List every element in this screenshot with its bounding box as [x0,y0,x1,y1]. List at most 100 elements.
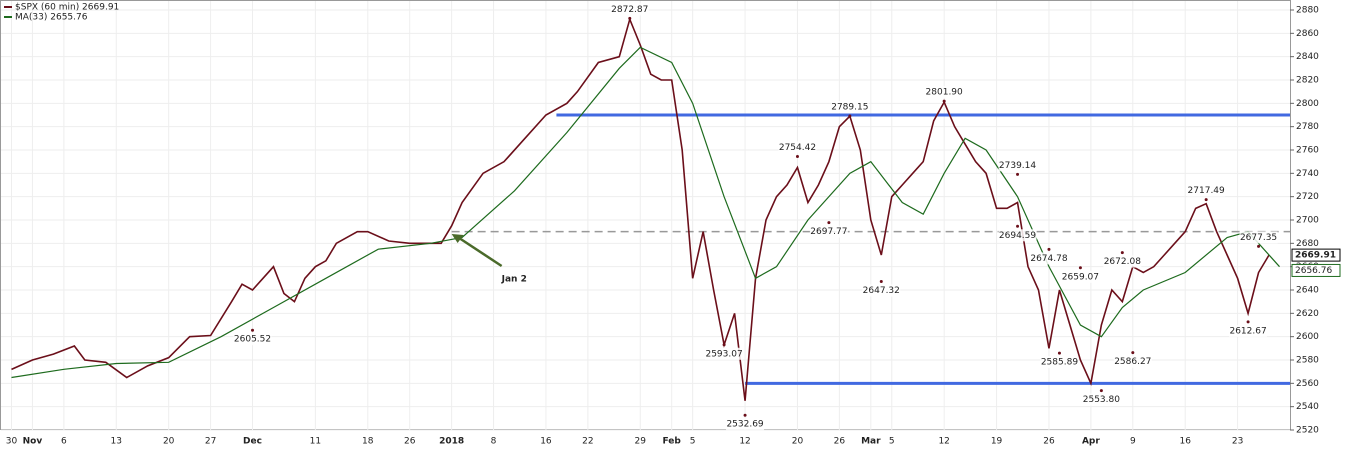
annotation-bg [998,229,1037,242]
y-tick-label: 2760 [1296,146,1319,156]
x-tick-label: 20 [163,437,175,447]
annotation-point [628,16,632,20]
annotation-point [1016,224,1020,228]
y-tick-label: 2520 [1296,426,1319,436]
annotation-point [1204,198,1208,202]
annotation-label: 2612.67 [1229,326,1266,336]
last-value-box [1291,248,1341,262]
annotation-bg [778,141,817,154]
annotation-label: 2659.07 [1062,272,1099,282]
x-tick-label: 20 [792,437,804,447]
annotation-point [1120,251,1124,255]
annotation-label: 2553.80 [1083,395,1120,405]
x-tick-label: 5 [889,437,895,447]
annotation-label: 2647.32 [863,286,900,296]
x-tick-label: 26 [1043,437,1055,447]
y-tick-label: 2540 [1296,402,1319,412]
y-tick-label: 2820 [1296,76,1319,86]
y-tick-label: 2600 [1296,332,1319,342]
x-tick-label: 22 [582,437,593,447]
x-tick-label: 8 [491,437,497,447]
callout-label: Jan 2 [501,275,527,285]
annotation-label: 2586.27 [1114,357,1151,367]
x-tick-label: 11 [310,437,321,447]
annotation-bg [1061,270,1100,283]
annotation-point [251,328,255,332]
x-tick-label: Feb [663,437,682,447]
annotation-bg [1029,252,1068,265]
annotation-bg [862,284,901,297]
x-tick-label: 26 [404,437,416,447]
annotation-point [722,343,726,347]
x-tick-label: 6 [61,437,67,447]
annotation-point [942,99,946,103]
y-tick-label: 2620 [1296,309,1319,319]
annotation-point [1057,351,1061,355]
annotation-label: 2739.14 [999,161,1036,171]
last-value-label: 2669.91 [1295,251,1336,261]
annotation-bg [1082,393,1121,406]
annotation-point [1078,266,1082,270]
annotation-label: 2672.08 [1104,257,1141,267]
annotation-label: 2754.42 [779,143,816,153]
plot-frame [0,0,1291,430]
x-tick-label: 29 [635,437,647,447]
x-tick-label: 9 [1130,437,1136,447]
x-tick-label: 5 [690,437,696,447]
x-tick-label: Apr [1082,437,1100,447]
annotation-point [743,413,747,417]
x-tick-label: Dec [243,437,262,447]
annotation-point [848,114,852,118]
callout-arrow [456,235,503,268]
y-tick-label: 2680 [1296,239,1319,249]
annotation-bg [998,159,1037,172]
x-tick-label: 19 [991,437,1003,447]
annotation-label: 2717.49 [1188,186,1225,196]
callout-arrowhead [451,234,464,243]
annotation-label: 2674.78 [1030,254,1067,264]
annotation-point [1016,172,1020,176]
y-tick-label: 2840 [1296,52,1319,62]
annotation-bg [1040,356,1079,369]
annotation-bg [1113,355,1152,368]
annotation-label: 2697.77 [810,227,847,237]
x-tick-label: 30 [6,437,18,447]
legend-label: MA(33) 2655.76 [15,13,88,23]
y-tick-label: 2720 [1296,192,1319,202]
series-line [11,46,1280,379]
annotation-bg [705,347,744,360]
annotation-bg [1103,255,1142,268]
annotation-label: 2532.69 [726,420,763,430]
annotation-label: 2872.87 [611,5,648,15]
annotation-point [1257,244,1261,248]
series-line [11,16,1270,401]
x-tick-label: 27 [205,437,216,447]
y-tick-label: 2800 [1296,99,1319,109]
x-tick-label: 26 [834,437,846,447]
annotation-bg [809,225,848,238]
annotation-label: 2694.59 [999,231,1036,241]
annotation-label: 2605.52 [234,335,271,345]
y-tick-label: 2700 [1296,216,1319,226]
annotation-point [827,221,831,225]
annotation-point [1047,247,1051,251]
annotation-label: 2789.15 [831,102,868,112]
y-tick-label: 2880 [1296,6,1319,16]
y-tick-label: 2740 [1296,169,1319,179]
annotation-label: 2585.89 [1041,358,1078,368]
x-tick-label: Mar [861,437,881,447]
legend-label: $SPX (60 min) 2669.91 [15,3,119,13]
annotation-bg [233,333,272,346]
annotation-bg [1187,184,1226,197]
annotation-point [1246,320,1250,324]
x-tick-label: Nov [23,437,43,447]
annotation-point [1099,389,1103,393]
y-tick-label: 2580 [1296,356,1319,366]
y-tick-label: 2780 [1296,122,1319,132]
last-value-label: 2656.76 [1295,266,1332,276]
annotation-point [879,279,883,283]
x-tick-label: 13 [111,437,122,447]
annotation-point [1131,351,1135,355]
y-tick-label: 2640 [1296,286,1319,296]
